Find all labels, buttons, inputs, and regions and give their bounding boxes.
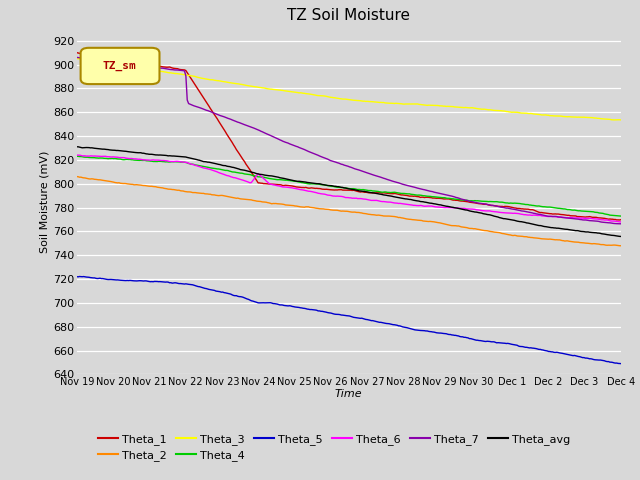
X-axis label: Time: Time: [335, 389, 363, 398]
Title: TZ Soil Moisture: TZ Soil Moisture: [287, 9, 410, 24]
Legend: Theta_1, Theta_2, Theta_3, Theta_4, Theta_5, Theta_6, Theta_7, Theta_avg: Theta_1, Theta_2, Theta_3, Theta_4, Thet…: [93, 429, 575, 466]
FancyBboxPatch shape: [81, 48, 159, 84]
Y-axis label: Soil Moisture (mV): Soil Moisture (mV): [40, 150, 50, 253]
Text: TZ_sm: TZ_sm: [103, 61, 137, 71]
